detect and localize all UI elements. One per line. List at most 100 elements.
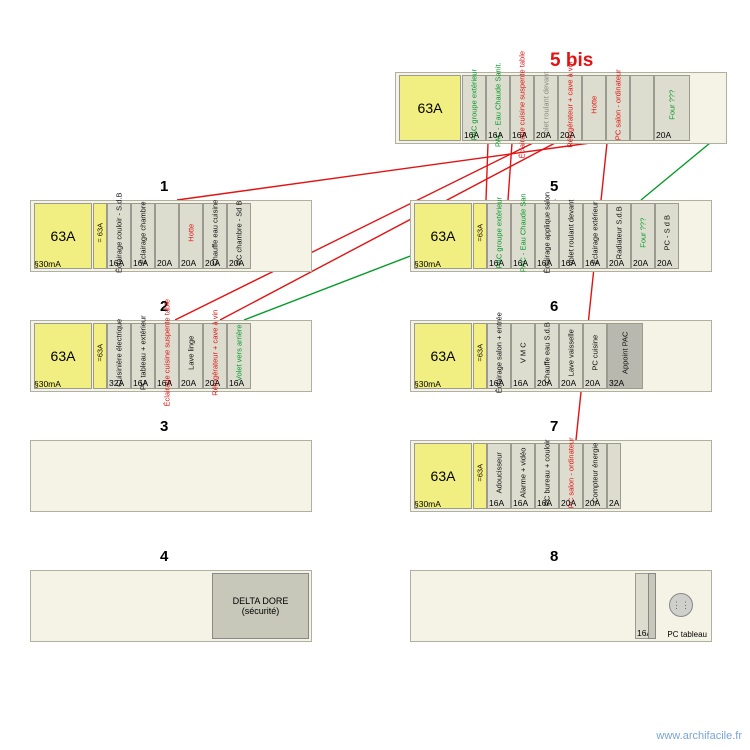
breaker-r5-7[interactable]: Four ???20A <box>631 203 655 269</box>
breaker-amp: 16A <box>513 259 528 268</box>
breaker-r5bis-6[interactable]: PC salon - ordinateur <box>606 75 630 141</box>
breaker-r5-6[interactable]: Radiateur S.d.B20A <box>607 203 631 269</box>
breaker-amp: 20A <box>560 131 575 140</box>
wire-0 <box>486 143 488 200</box>
breaker-label: Chauffe eau S.d.B <box>543 322 551 383</box>
breaker-r2-5[interactable]: Réfrigérateur + cave à vin20A <box>203 323 227 389</box>
breaker-r5-8[interactable]: PC - S d B20A <box>655 203 679 269</box>
breaker-r5-3[interactable]: Éclairage applique salon16A <box>535 203 559 269</box>
panel-r5: 63A§30mA=63APAC groupe extérieur16APAC -… <box>410 200 712 272</box>
breaker-amp: 20A <box>657 259 672 268</box>
breaker-amp: 20A <box>181 259 196 268</box>
breaker-r5-5[interactable]: Éclairage extérieur16A <box>583 203 607 269</box>
panel-r6: 63A§30mA=63AÉclairage salon + entrée16AV… <box>410 320 712 392</box>
breaker-amp: 16A <box>489 379 504 388</box>
breaker-label: PC bureau + couloir <box>543 439 551 506</box>
breaker-r1-2[interactable]: Éclairage chambre16A <box>131 203 155 269</box>
breaker-label: =63A <box>96 343 104 361</box>
panel-r3 <box>30 440 312 512</box>
breaker-label: Volet vers arrière <box>235 324 243 381</box>
watermark-link[interactable]: www.archifacile.fr <box>656 730 742 742</box>
breaker-amp: 20A <box>536 131 551 140</box>
breaker-amp: 16A <box>229 379 244 388</box>
breaker-amp: 16A <box>488 131 503 140</box>
delta-line2: (sécurité) <box>242 606 280 616</box>
breaker-r7-1[interactable]: Adoucisseur16A <box>487 443 511 509</box>
breaker-amp: 16A <box>489 259 504 268</box>
panel-title-r1: 1 <box>160 178 168 195</box>
breaker-r6-3[interactable]: Chauffe eau S.d.B20A <box>535 323 559 389</box>
breaker-label: Éclairage extérieur <box>591 201 599 264</box>
breaker-r7-2[interactable]: Alarme + vidéo16A <box>511 443 535 509</box>
breaker-r5-4[interactable]: Volet roulant devant16A <box>559 203 583 269</box>
sec-label-r7: §30mA <box>414 499 441 509</box>
breaker-r1-0[interactable]: = 63A <box>93 203 107 269</box>
breaker-r7-4[interactable]: PC salon - ordinateur20A <box>559 443 583 509</box>
breaker-r2-3[interactable]: Éclairage cuisine suspente table16A <box>155 323 179 389</box>
breaker-r2-0[interactable]: =63A <box>93 323 107 389</box>
breaker-r5bis-2[interactable]: Éclairage cuisine suspente table16A <box>510 75 534 141</box>
breaker-label: Éclairage chambre <box>139 201 147 264</box>
breaker-amp: 16A <box>513 379 528 388</box>
sec-label-r5: §30mA <box>414 259 441 269</box>
panel-title-r6: 6 <box>550 298 558 315</box>
panel-r5bis: 63APAC groupe extérieur16APAC - Eau Chau… <box>395 72 727 144</box>
breaker-r7-0[interactable]: =63A <box>473 443 487 509</box>
breaker-r5-0[interactable]: =63A <box>473 203 487 269</box>
breaker-r6-2[interactable]: V M C16A <box>511 323 535 389</box>
panel-r2: 63A§30mA=63ACuisinière électrique32APC t… <box>30 320 312 392</box>
breaker-r5bis-3[interactable]: Volet roulant devant20A <box>534 75 558 141</box>
breaker-r2-2[interactable]: PC tableau + extérieur16A <box>131 323 155 389</box>
panel-title-r7: 7 <box>550 418 558 435</box>
breaker-amp: 2A <box>609 499 619 508</box>
breaker-r5bis-4[interactable]: Réfrigérateur + cave à vin20A <box>558 75 582 141</box>
breaker-r1-6[interactable]: PC chambre - Sd B20A <box>227 203 251 269</box>
panel-r4: DELTA DORE(sécurité) <box>30 570 312 642</box>
breaker-label: =63A <box>476 223 484 241</box>
panel-r1: 63A§30mA= 63AÉclairage couloir - S.d.B16… <box>30 200 312 272</box>
breaker-amp: 16A <box>133 379 148 388</box>
breaker-amp: 20A <box>157 259 172 268</box>
breaker-r2-6[interactable]: Volet vers arrière16A <box>227 323 251 389</box>
breaker-r5bis-7[interactable] <box>630 75 654 141</box>
breaker-amp: 20A <box>561 379 576 388</box>
breaker-r1-3[interactable]: 20A <box>155 203 179 269</box>
breaker-amp: 20A <box>181 379 196 388</box>
socket-icon: ⋮⋮ <box>669 593 693 617</box>
breaker-r5-2[interactable]: PAC - Eau Chaude San16A <box>511 203 535 269</box>
breaker-amp: 20A <box>205 379 220 388</box>
pc-tableau-label: PC tableau <box>667 630 707 639</box>
breaker-r7-5[interactable]: Compteur énergie20A <box>583 443 607 509</box>
breaker-r5-1[interactable]: PAC groupe extérieur16A <box>487 203 511 269</box>
panel-title-r8: 8 <box>550 548 558 565</box>
delta-line1: DELTA DORE <box>233 596 289 606</box>
breaker-r5bis-8[interactable]: Four ???20A <box>654 75 690 141</box>
breaker-amp: 20A <box>585 379 600 388</box>
breaker-r6-0[interactable]: =63A <box>473 323 487 389</box>
breaker-r6-5[interactable]: PC cuisine20A <box>583 323 607 389</box>
breaker-r5bis-1[interactable]: PAC - Eau Chaude Sanit.16A <box>486 75 510 141</box>
breaker-r5bis-5[interactable]: Hotte <box>582 75 606 141</box>
breaker-r6-4[interactable]: Lave vaisselle20A <box>559 323 583 389</box>
breaker-amp: 16A <box>585 259 600 268</box>
panel-r8: 16APC tableau⋮⋮ <box>410 570 712 642</box>
breaker-r5bis-0[interactable]: PAC groupe extérieur16A <box>462 75 486 141</box>
breaker-r6-1[interactable]: Éclairage salon + entrée16A <box>487 323 511 389</box>
breaker-r7-3[interactable]: PC bureau + couloir16A <box>535 443 559 509</box>
breaker-amp: 20A <box>537 379 552 388</box>
breaker-r7-6[interactable]: 2A <box>607 443 621 509</box>
breaker-r6-6[interactable]: Appoint PAC32A <box>607 323 643 389</box>
breaker-amp: 16A <box>537 499 552 508</box>
main-breaker-r5bis[interactable]: 63A <box>399 75 461 141</box>
breaker-r1-5[interactable]: Chauffe eau cuisine20A <box>203 203 227 269</box>
sec-label-r2: §30mA <box>34 379 61 389</box>
breaker-amp: 16A <box>512 131 527 140</box>
breaker-amp: 32A <box>609 379 624 388</box>
breaker-r1-1[interactable]: Éclairage couloir - S.d.B16A <box>107 203 131 269</box>
breaker-r1-4[interactable]: Hotte20A <box>179 203 203 269</box>
breaker-r2-4[interactable]: Lave linge 20A <box>179 323 203 389</box>
breaker-r2-1[interactable]: Cuisinière électrique32A <box>107 323 131 389</box>
breaker-amp: 16A <box>133 259 148 268</box>
breaker-label: Lave linge <box>187 335 195 369</box>
wire-7 <box>641 143 710 200</box>
